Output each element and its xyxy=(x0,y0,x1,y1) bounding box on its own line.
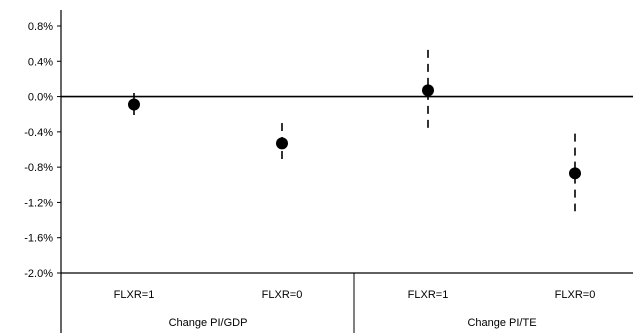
data-point-1 xyxy=(276,137,288,150)
y-tick-label: 0.0% xyxy=(28,92,53,104)
axes xyxy=(60,10,633,333)
y-axis-ticks: 0.8% 0.4% 0.0% -0.4% -0.8% -1.2% -1.6% -2.0% xyxy=(24,21,61,280)
y-tick-label: -0.4% xyxy=(24,127,53,139)
data-markers xyxy=(128,84,581,180)
y-tick-label: -0.8% xyxy=(24,162,53,174)
category-label: FLXR=0 xyxy=(262,289,303,301)
category-label: FLXR=0 xyxy=(555,289,596,301)
data-point-2 xyxy=(422,84,434,97)
y-tick-label: -1.2% xyxy=(24,197,53,209)
error-bars xyxy=(133,49,576,212)
y-tick-label: -2.0% xyxy=(24,268,53,280)
y-tick-label: 0.8% xyxy=(28,21,53,33)
group-label: Change PI/TE xyxy=(467,317,536,329)
group-label: Change PI/GDP xyxy=(169,317,248,329)
group-labels: Change PI/GDP Change PI/TE xyxy=(169,317,537,329)
y-tick-label: 0.4% xyxy=(28,56,53,68)
category-label: FLXR=1 xyxy=(114,289,155,301)
y-tick-label: -1.6% xyxy=(24,233,53,245)
category-labels: FLXR=1 FLXR=0 FLXR=1 FLXR=0 xyxy=(114,289,596,301)
category-label: FLXR=1 xyxy=(408,289,449,301)
data-point-3 xyxy=(569,167,581,180)
data-point-0 xyxy=(128,98,140,111)
